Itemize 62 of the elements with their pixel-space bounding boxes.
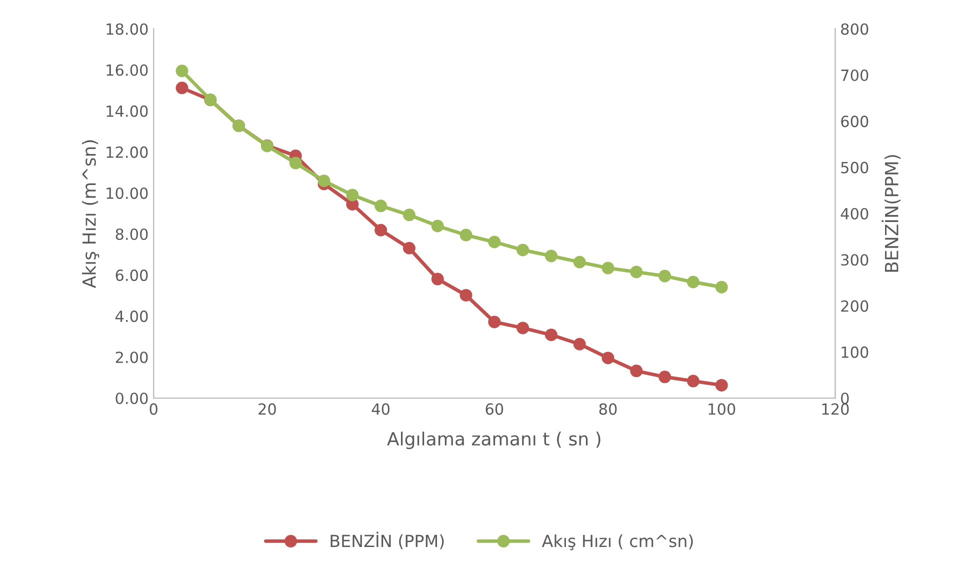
point xyxy=(630,364,643,378)
y-tick-label: 0.00 xyxy=(116,392,148,404)
point xyxy=(686,276,700,288)
point xyxy=(374,224,388,236)
point xyxy=(602,352,614,364)
point xyxy=(431,272,444,286)
y2-tick-label: 400 xyxy=(840,208,868,220)
x-tick-label: 60 xyxy=(486,403,504,415)
y-tick-label: 6.00 xyxy=(116,270,148,282)
point xyxy=(715,280,728,294)
point xyxy=(402,242,416,254)
y-tick-label: 4.00 xyxy=(115,310,148,322)
point xyxy=(544,328,558,342)
y-axis-title: Akış Hızı (m^sn) xyxy=(82,140,100,288)
y2-tick-label: 100 xyxy=(842,346,868,358)
y-tick-label: 2.00 xyxy=(116,352,148,364)
point xyxy=(630,266,643,278)
y2-tick-label: 300 xyxy=(841,254,868,266)
x-tick-label: 120 xyxy=(822,403,849,415)
legend-label: BENZİN (PPM) xyxy=(330,532,444,550)
point xyxy=(686,374,700,388)
point xyxy=(573,256,586,268)
point xyxy=(318,174,330,188)
point xyxy=(602,262,614,274)
point xyxy=(402,208,416,222)
point xyxy=(374,200,388,212)
x-tick-label: 20 xyxy=(258,403,276,415)
y2-tick-label: 800 xyxy=(841,23,868,35)
x-tick-label: 40 xyxy=(372,403,390,415)
point xyxy=(176,64,188,78)
point xyxy=(460,288,472,302)
point xyxy=(715,378,728,392)
point xyxy=(289,156,302,170)
x-axis-title: Algılama zamanı t ( sn ) xyxy=(387,432,600,450)
x-tick-label: 0 xyxy=(150,403,158,415)
y-tick-label: 10.00 xyxy=(106,187,148,199)
point xyxy=(488,316,501,328)
y-tick-label: 12.00 xyxy=(106,146,148,158)
point xyxy=(346,188,359,202)
y2-axis-title: BENZİN(PPM) xyxy=(882,155,901,272)
y2-tick-label: 0 xyxy=(841,392,849,404)
y2-tick-label: 200 xyxy=(841,300,868,312)
y-tick-label: 14.00 xyxy=(106,105,148,117)
point xyxy=(516,244,530,256)
point xyxy=(460,228,472,242)
y-tick-label: 18.00 xyxy=(106,23,148,35)
point xyxy=(573,338,586,350)
point xyxy=(488,236,501,248)
point xyxy=(658,270,672,282)
y-tick-label: 8.00 xyxy=(116,228,148,240)
legend-label: Akış Hızı ( cm^sn) xyxy=(542,534,693,550)
point xyxy=(658,370,672,384)
x-tick-label: 100 xyxy=(708,403,736,415)
x-tick-label: 80 xyxy=(599,403,617,415)
y-tick-label: 16.00 xyxy=(106,64,148,76)
point xyxy=(431,220,444,232)
point xyxy=(544,250,558,262)
y2-tick-label: 600 xyxy=(841,116,868,128)
y2-tick-label: 700 xyxy=(841,69,868,82)
point xyxy=(176,82,188,94)
point xyxy=(516,322,530,334)
y2-tick-label: 500 xyxy=(841,162,868,174)
